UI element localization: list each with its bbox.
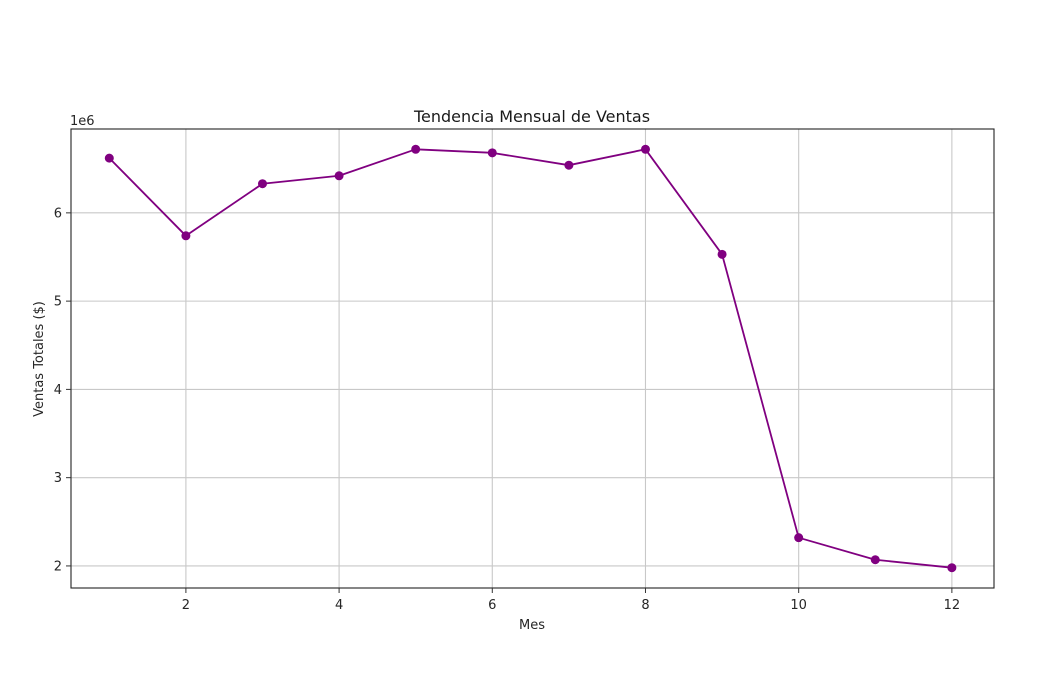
x-tick-label: 12 [944, 598, 961, 613]
series-layer [104, 144, 957, 573]
data-point [947, 563, 957, 573]
grid-layer [71, 129, 994, 588]
data-point [257, 179, 267, 189]
series-line [108, 148, 952, 569]
y-tick-label: 5 [54, 295, 62, 310]
plot-frame [70, 128, 995, 589]
data-point [487, 148, 497, 158]
data-point [640, 144, 650, 154]
y-tick-label: 2 [54, 559, 62, 574]
y-tick-label: 4 [54, 383, 62, 398]
y-axis-offset-label: 1e6 [70, 114, 95, 129]
x-tick-label: 4 [335, 598, 343, 613]
axes-layer: 2 4 6 8 10 12 2 3 4 5 6 [54, 128, 995, 613]
data-point [181, 231, 191, 241]
x-axis-label: Mes [519, 618, 545, 633]
x-tick-label: 2 [182, 598, 190, 613]
chart-title: Tendencia Mensual de Ventas [413, 107, 650, 126]
data-point [411, 144, 421, 154]
y-tick-label: 3 [54, 471, 62, 486]
data-point [870, 555, 880, 565]
x-tick-label: 8 [641, 598, 649, 613]
x-tick-label: 6 [488, 598, 496, 613]
data-point [104, 153, 114, 163]
data-point [334, 171, 344, 181]
data-point [794, 533, 804, 543]
y-tick-label: 6 [54, 206, 62, 221]
data-point [717, 249, 727, 259]
y-axis-label: Ventas Totales ($) [32, 301, 47, 417]
x-tick-label: 10 [790, 598, 807, 613]
data-point [564, 160, 574, 170]
